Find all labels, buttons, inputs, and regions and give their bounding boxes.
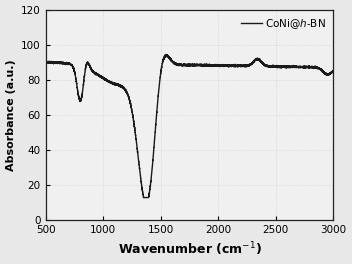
CoNi@$h$-BN [329, 71, 333, 74]
X-axis label: Wavenumber (cm$^{-1}$): Wavenumber (cm$^{-1}$) [118, 241, 262, 258]
CoNi@$h$-BN [164, 53, 168, 56]
CoNi@$h$-BN [331, 69, 335, 72]
CoNi@$h$-BN [152, 143, 156, 147]
Line: CoNi@$h$-BN: CoNi@$h$-BN [46, 54, 333, 197]
CoNi@$h$-BN [113, 83, 118, 86]
Legend: CoNi@$h$-BN: CoNi@$h$-BN [239, 15, 328, 33]
CoNi@$h$-BN [172, 62, 177, 65]
CoNi@$h$-BN [142, 196, 146, 199]
Y-axis label: Absorbance (a.u.): Absorbance (a.u.) [6, 59, 15, 171]
CoNi@$h$-BN [44, 60, 48, 63]
CoNi@$h$-BN [111, 81, 115, 84]
CoNi@$h$-BN [112, 81, 116, 84]
